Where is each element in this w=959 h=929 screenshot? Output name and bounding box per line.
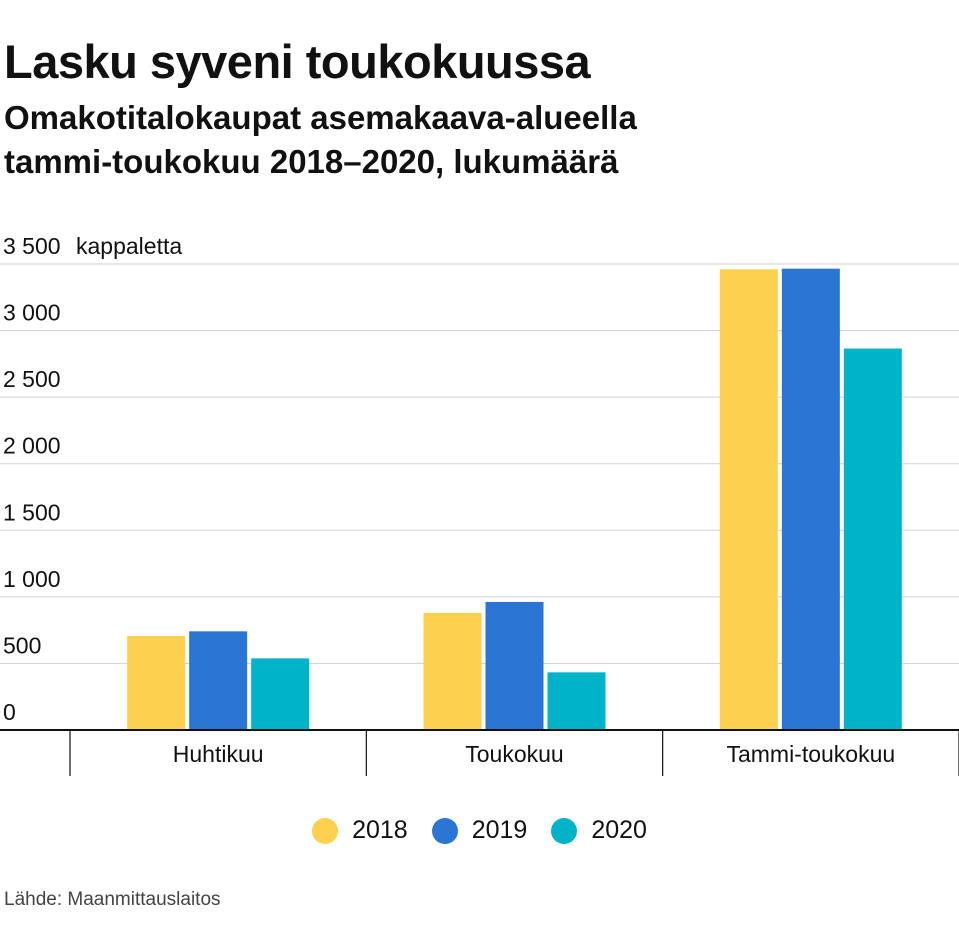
- legend-swatch-2019: [431, 817, 458, 844]
- subtitle-line-2: tammi-toukokuu 2018–2020, lukumäärä: [4, 143, 619, 180]
- bar-2018-0: [127, 636, 186, 730]
- y-tick-label: 2 500: [3, 366, 61, 392]
- legend-item-2019: 2019: [431, 816, 528, 845]
- y-tick-label: 2 000: [3, 433, 61, 459]
- subtitle-line-1: Omakotitalokaupat asemakaava-alueella: [4, 99, 637, 136]
- chart-title: Lasku syveni toukokuussa: [4, 35, 591, 88]
- legend-item-2020: 2020: [551, 816, 647, 845]
- legend-label-2018: 2018: [352, 816, 408, 844]
- x-tick-label: Tammi-toukokuu: [726, 741, 895, 767]
- source-note: Lähde: Maanmittauslaitos: [4, 889, 221, 910]
- legend-label-2020: 2020: [591, 816, 647, 844]
- legend-swatch-2018: [312, 817, 339, 844]
- bar-2020-2: [843, 348, 902, 730]
- bar-2018-1: [423, 612, 482, 730]
- legend-item-2018: 2018: [312, 816, 408, 845]
- y-tick-label: 1 000: [3, 566, 61, 592]
- legend: 2018 2019 2020: [0, 816, 959, 845]
- y-tick-label: 0: [3, 699, 16, 725]
- y-tick-label: 1 500: [3, 499, 61, 525]
- bar-chart: 0 500 1 000 1 500 2 000 2 500 3 000 3 500 kappal…: [0, 233, 959, 776]
- bar-2020-1: [547, 672, 606, 730]
- x-tick-label: Huhtikuu: [173, 741, 264, 767]
- y-tick-label: 3 000: [3, 300, 61, 326]
- y-tick-label: 500: [3, 632, 41, 658]
- bar-2020-0: [251, 658, 310, 730]
- y-tick-label: 3 500: [3, 233, 61, 259]
- legend-swatch-2020: [551, 817, 578, 844]
- x-tick-label: Toukokuu: [465, 741, 563, 767]
- y-axis-unit-label: kappaletta: [76, 233, 182, 259]
- bar-2019-1: [485, 601, 544, 730]
- bar-2019-0: [189, 631, 248, 730]
- bar-2018-2: [719, 269, 778, 730]
- bar-2019-2: [781, 268, 840, 730]
- chart-subtitle: Omakotitalokaupat asemakaava-alueella ta…: [4, 96, 637, 184]
- legend-label-2019: 2019: [471, 816, 528, 844]
